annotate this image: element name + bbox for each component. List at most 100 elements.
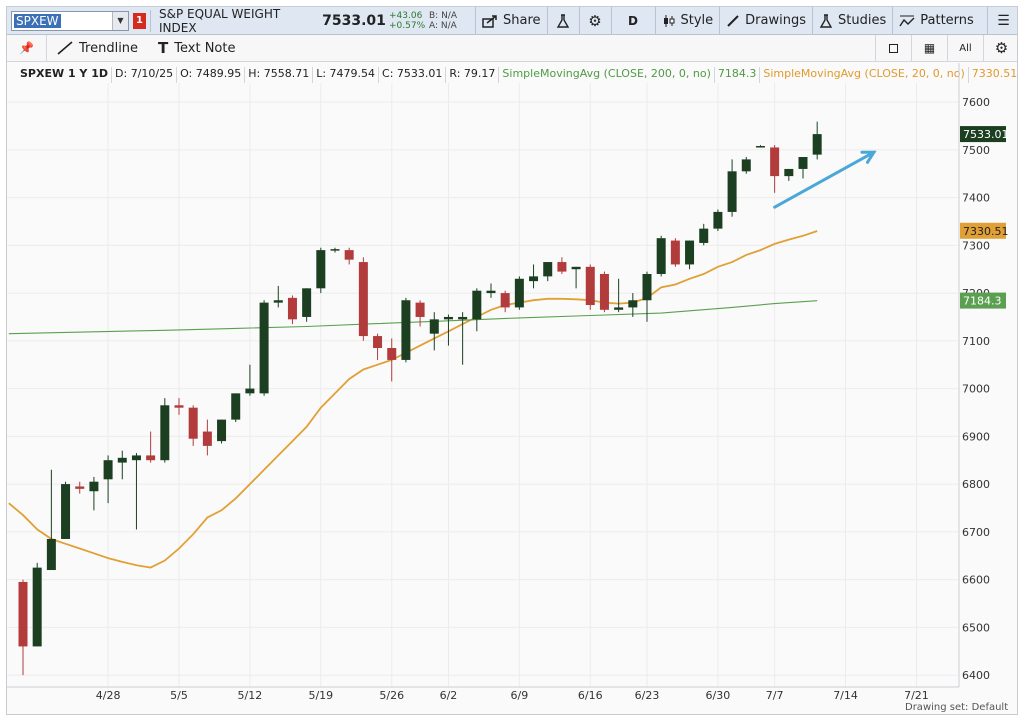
chart-title: SPXEW 1 Y 1D (17, 67, 113, 83)
symbol-input[interactable]: SPXEW ▼ (11, 10, 129, 31)
candle-up (89, 481, 99, 492)
candle-up (755, 146, 765, 148)
price-chart[interactable]: 6400650066006700680069007000710072007300… (7, 7, 1018, 715)
candle-up (514, 278, 524, 308)
candle-down (585, 266, 595, 306)
sma20-label[interactable]: SimpleMovingAvg (CLOSE, 20, 0, no) (760, 67, 969, 83)
grid-layout-button[interactable]: ▦ (911, 34, 947, 62)
candle-up (46, 538, 56, 571)
flask-icon (556, 13, 570, 28)
sma200-label[interactable]: SimpleMovingAvg (CLOSE, 200, 0, no) (499, 67, 715, 83)
change-pct: +0.57% (389, 20, 426, 31)
square-icon (889, 43, 898, 53)
info-high: H: 7558.71 (245, 67, 314, 83)
x-tick-label: 5/26 (379, 689, 404, 702)
info-date: D: 7/10/25 (112, 67, 178, 83)
y-tick-label: 6700 (962, 526, 990, 539)
x-tick-label: 7/21 (904, 689, 929, 702)
candle-down (770, 147, 780, 177)
all-label: All (959, 42, 972, 54)
candle-up (217, 419, 227, 442)
drawings-button[interactable]: Drawings (719, 7, 812, 35)
share-label: Share (503, 13, 541, 28)
x-tick-label: 5/5 (170, 689, 188, 702)
candles-icon (663, 14, 675, 27)
text-note-label: Text Note (174, 40, 236, 56)
candle-up (685, 240, 695, 265)
x-tick-label: 6/9 (511, 689, 529, 702)
candle-up (472, 290, 482, 320)
y-tick-label: 7300 (962, 239, 990, 252)
candle-down (75, 486, 85, 489)
trend-arrow-head (860, 150, 877, 164)
candle-down (188, 407, 198, 439)
bid-value: B: N/A (429, 10, 457, 21)
link-badge[interactable]: 1 (133, 12, 146, 29)
menu-button[interactable]: ☰ (987, 7, 1017, 35)
last-price: 7533.01 (322, 12, 386, 29)
candle-down (287, 297, 297, 320)
list-icon: ☰ (997, 12, 1010, 29)
pin-icon: 📌 (19, 41, 34, 55)
toolbar-divider (150, 9, 151, 32)
change-abs: +43.06 (389, 10, 423, 21)
candle-down (146, 455, 156, 461)
pencil-icon (727, 14, 739, 27)
candle-down (202, 431, 212, 446)
study-info-line: SPXEW 1 Y 1D D: 7/10/25 O: 7489.95 H: 75… (17, 67, 1017, 83)
candle-down (500, 293, 510, 308)
x-tick-label: 4/28 (96, 689, 121, 702)
gear-icon: ⚙ (994, 39, 1009, 57)
patterns-icon (899, 15, 915, 26)
sma200-price-label-bg (960, 292, 1006, 309)
candle-down (599, 273, 609, 310)
chevron-down-icon[interactable]: ▼ (112, 11, 128, 30)
candle-up (245, 388, 255, 394)
y-tick-label: 6800 (962, 478, 990, 491)
layout-controls: ▦ All ⚙ (875, 34, 1017, 62)
x-tick-label: 5/12 (238, 689, 263, 702)
last-price-label-bg (960, 126, 1006, 143)
candle-up (302, 288, 312, 317)
candle-down (174, 405, 184, 408)
trendline-label: Trendline (79, 40, 139, 56)
style-button[interactable]: Style (654, 7, 720, 35)
single-layout-button[interactable] (875, 34, 911, 62)
chart-window: SPXEW ▼ 1 S&P EQUAL WEIGHT INDEX 7533.01… (6, 6, 1018, 715)
candle-up (812, 134, 822, 155)
share-icon (482, 14, 497, 28)
candle-up (628, 300, 638, 308)
plot-area (7, 83, 959, 687)
flask-button[interactable] (546, 7, 579, 35)
x-tick-label: 6/30 (706, 689, 731, 702)
chart-settings-button[interactable]: ⚙ (983, 34, 1017, 62)
studies-button[interactable]: Studies (812, 7, 892, 35)
style-label: Style (680, 13, 714, 28)
instrument-title: S&P EQUAL WEIGHT INDEX (159, 6, 281, 35)
settings-button[interactable]: ⚙ (578, 7, 611, 35)
patterns-button[interactable]: Patterns (892, 7, 980, 35)
candle-up (642, 273, 652, 301)
candle-up (32, 567, 42, 647)
candle-down (415, 302, 425, 317)
candle-down (358, 262, 368, 337)
candle-down (670, 240, 680, 265)
candle-down (18, 581, 28, 647)
share-button[interactable]: Share (475, 7, 547, 35)
drawing-set-label: Drawing set: Default (905, 702, 1009, 713)
sma20-price-label-bg (960, 222, 1006, 239)
pin-button[interactable]: 📌 (7, 34, 47, 62)
info-range: R: 79.17 (446, 67, 500, 83)
trendline-button[interactable]: Trendline (47, 35, 148, 62)
y-tick-label: 7000 (962, 383, 990, 396)
last-price-label: 7533.01 (963, 128, 1009, 141)
x-tick-label: 5/19 (308, 689, 333, 702)
candle-up (784, 168, 794, 177)
all-button[interactable]: All (947, 34, 983, 62)
candle-up (741, 159, 751, 172)
text-note-button[interactable]: T Text Note (148, 35, 245, 62)
symbol-text[interactable]: SPXEW (14, 13, 61, 28)
candle-up (614, 307, 624, 310)
aggregation-button[interactable]: D (610, 7, 655, 35)
bottom-status-bar: Drawing set: Default (7, 702, 1017, 714)
